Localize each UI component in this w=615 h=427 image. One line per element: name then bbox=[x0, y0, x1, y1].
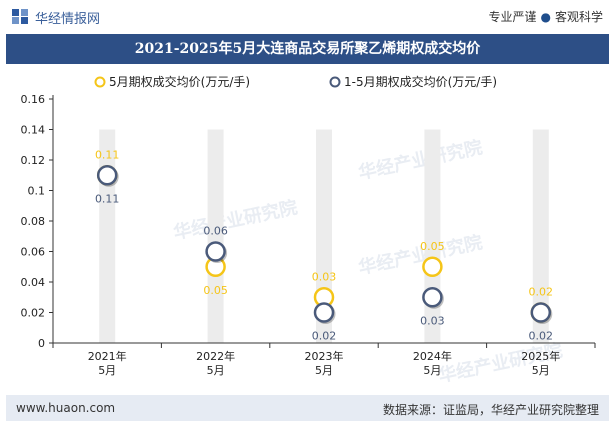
dot-icon: ● bbox=[540, 10, 551, 24]
legend-marker-icon bbox=[329, 76, 341, 88]
jan-may-data-label: 0.02 bbox=[529, 330, 554, 343]
x-tick-label-line: 5月 bbox=[532, 364, 550, 377]
y-tick-label: 0.1 bbox=[28, 185, 46, 198]
y-tick-label: 0.02 bbox=[21, 307, 46, 320]
x-tick-label-line: 2024年 bbox=[413, 349, 452, 363]
logo-icon bbox=[12, 9, 28, 24]
jan-may-point bbox=[313, 302, 335, 323]
footer-source: 数据来源：证监局，华经产业研究院整理 bbox=[382, 403, 599, 417]
x-tick-label-line: 5月 bbox=[207, 364, 225, 377]
jan-may-data-label: 0.06 bbox=[203, 225, 228, 238]
watermark-text: 华经产业研究院 bbox=[356, 231, 484, 279]
jan-may-point bbox=[205, 241, 226, 262]
y-tick-label: 0.06 bbox=[21, 246, 46, 259]
y-tick-label: 0.16 bbox=[21, 93, 46, 106]
category-bar bbox=[532, 129, 549, 343]
jan-may-point bbox=[96, 165, 118, 186]
footer: www.huaon.com 数据来源：证监局，华经产业研究院整理 bbox=[6, 395, 609, 421]
jan-may-data-label: 0.11 bbox=[95, 192, 120, 205]
x-tick-label: 2022年 5月 bbox=[196, 349, 235, 377]
x-tick-label-line: 2022年 bbox=[196, 349, 235, 363]
may-data-label: 0.02 bbox=[529, 286, 554, 299]
y-tick-label: 0.08 bbox=[21, 215, 46, 228]
x-tick-label: 2023年 5月 bbox=[305, 349, 344, 377]
slogan: 专业严谨 ● 客观科学 bbox=[488, 8, 603, 25]
jan-may-point bbox=[422, 287, 443, 308]
site-name: 华经情报网 bbox=[35, 12, 101, 27]
category-bar bbox=[424, 129, 441, 343]
legend-marker-icon bbox=[94, 76, 106, 88]
y-tick-label: 0.14 bbox=[21, 124, 46, 137]
x-tick-label: 2025年 5月 bbox=[521, 349, 560, 377]
y-tick-label: 0.12 bbox=[21, 154, 46, 167]
x-tick-label: 2021年 5月 bbox=[88, 349, 127, 377]
x-tick-label-line: 5月 bbox=[423, 364, 441, 377]
x-tick-label: 2024年 5月 bbox=[413, 349, 452, 377]
x-tick-label-line: 2023年 bbox=[305, 349, 344, 363]
y-tick-label: 0 bbox=[38, 337, 45, 350]
slogan-left: 专业严谨 bbox=[488, 10, 537, 24]
data-points bbox=[96, 165, 553, 324]
jan-may-data-label: 0.03 bbox=[420, 314, 445, 327]
y-tick-label: 0.04 bbox=[21, 276, 46, 289]
may-data-label: 0.11 bbox=[95, 148, 120, 161]
category-bar bbox=[99, 129, 116, 343]
jan-may-data-label: 0.02 bbox=[312, 330, 337, 343]
data-labels: 0.11 0.11 0.05 0.06 0.03 0.02 0.05 0.03 0.02 0.02 bbox=[95, 148, 553, 342]
x-tick-label-line: 2021年 bbox=[88, 349, 127, 363]
legend: 5月期权成交均价(万元/手) 1-5月期权成交均价(万元/手) bbox=[94, 74, 497, 89]
legend-label: 5月期权成交均价(万元/手) bbox=[109, 74, 250, 89]
may-data-label: 0.03 bbox=[312, 270, 337, 283]
x-tick-label-line: 2025年 bbox=[521, 349, 560, 363]
jan-may-point bbox=[530, 302, 552, 323]
watermark-text: 华经产业研究院 bbox=[171, 196, 299, 244]
may-data-label: 0.05 bbox=[203, 284, 228, 297]
footer-website[interactable]: www.huaon.com bbox=[16, 401, 116, 415]
legend-label: 1-5月期权成交均价(万元/手) bbox=[344, 74, 497, 89]
top-bar: 华经情报网 专业严谨 ● 客观科学 bbox=[0, 0, 615, 34]
category-bar bbox=[207, 129, 224, 343]
x-tick-label-line: 5月 bbox=[98, 364, 116, 377]
slogan-right: 客观科学 bbox=[554, 10, 603, 24]
may-point bbox=[422, 256, 443, 277]
chart-title: 2021-2025年5月大连商品交易所聚乙烯期权成交均价 bbox=[6, 34, 609, 64]
may-data-label: 0.05 bbox=[420, 240, 445, 253]
x-tick-label-line: 5月 bbox=[315, 364, 333, 377]
watermark-text: 华经产业研究院 bbox=[356, 136, 484, 184]
